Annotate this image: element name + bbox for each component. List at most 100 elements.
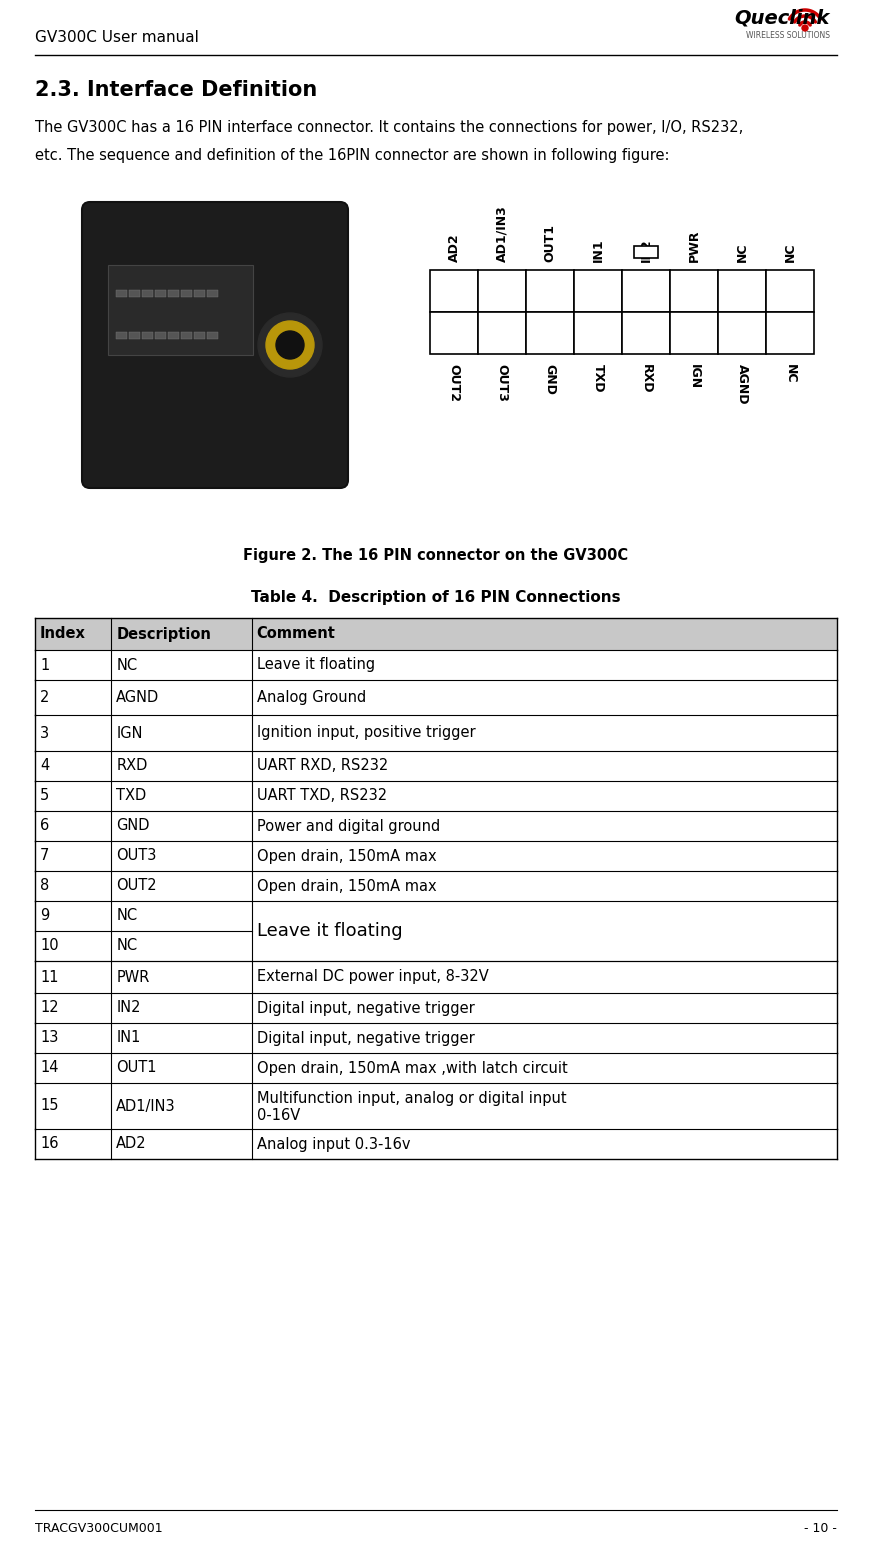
Text: Description: Description — [116, 627, 211, 641]
Text: 4: 4 — [641, 326, 651, 340]
Text: RXD: RXD — [639, 365, 652, 394]
Text: 11: 11 — [40, 970, 58, 984]
Text: Open drain, 150mA max ,with latch circuit: Open drain, 150mA max ,with latch circui… — [256, 1060, 568, 1076]
Text: OUT3: OUT3 — [495, 365, 508, 402]
Bar — [35, 1023, 837, 1052]
Text: 9: 9 — [40, 908, 49, 923]
Bar — [35, 781, 837, 812]
Text: OUT1: OUT1 — [543, 223, 556, 262]
Text: AGND: AGND — [735, 365, 748, 405]
Text: 12: 12 — [40, 1001, 58, 1015]
Bar — [35, 650, 837, 680]
Text: 2: 2 — [737, 326, 746, 340]
Text: 2: 2 — [40, 691, 50, 705]
Bar — [35, 1083, 837, 1128]
Text: AGND: AGND — [116, 691, 160, 705]
Bar — [116, 290, 127, 296]
Text: Ignition input, positive trigger: Ignition input, positive trigger — [256, 725, 475, 740]
Bar — [142, 332, 153, 338]
Text: 5: 5 — [593, 326, 603, 340]
Text: Queclink: Queclink — [734, 8, 830, 28]
Bar — [155, 290, 166, 296]
Bar — [766, 270, 814, 312]
Text: NC: NC — [784, 242, 796, 262]
Text: 3: 3 — [689, 326, 698, 340]
Text: Open drain, 150mA max: Open drain, 150mA max — [256, 849, 436, 863]
Text: NC: NC — [116, 939, 137, 953]
Bar — [478, 270, 526, 312]
Bar — [35, 812, 837, 841]
Text: Leave it floating: Leave it floating — [256, 922, 402, 941]
Text: 4: 4 — [40, 759, 49, 773]
Bar — [478, 312, 526, 354]
Circle shape — [258, 314, 322, 377]
Text: 8: 8 — [40, 878, 49, 894]
Bar — [108, 265, 253, 355]
Text: Open drain, 150mA max: Open drain, 150mA max — [256, 878, 436, 894]
Text: OUT3: OUT3 — [116, 849, 157, 863]
Text: TXD: TXD — [116, 788, 146, 804]
Bar — [35, 1052, 837, 1083]
Circle shape — [266, 321, 314, 369]
Text: IGN: IGN — [116, 725, 143, 740]
Bar — [430, 270, 478, 312]
Text: Comment: Comment — [256, 627, 336, 641]
Text: AD1/IN3: AD1/IN3 — [495, 205, 508, 262]
Text: 2.3. Interface Definition: 2.3. Interface Definition — [35, 81, 317, 99]
Bar — [526, 312, 574, 354]
Text: 10: 10 — [732, 284, 752, 298]
Text: 10: 10 — [40, 939, 58, 953]
Bar — [168, 290, 179, 296]
Text: Analog input 0.3-16v: Analog input 0.3-16v — [256, 1136, 410, 1152]
Text: 1: 1 — [785, 326, 794, 340]
Bar — [430, 312, 478, 354]
Text: NC: NC — [116, 908, 137, 923]
Bar — [194, 290, 205, 296]
Text: TRACGV300CUM001: TRACGV300CUM001 — [35, 1521, 162, 1535]
Text: AD2: AD2 — [116, 1136, 146, 1152]
Bar — [622, 312, 670, 354]
Bar — [718, 312, 766, 354]
Text: IN2: IN2 — [639, 239, 652, 262]
Text: 15: 15 — [40, 1099, 58, 1113]
Bar — [35, 902, 837, 961]
Bar — [168, 332, 179, 338]
Bar — [574, 312, 622, 354]
Bar — [670, 312, 718, 354]
Bar — [35, 841, 837, 871]
Text: 7: 7 — [497, 326, 507, 340]
Text: NC: NC — [116, 658, 137, 672]
Text: 13: 13 — [589, 284, 608, 298]
Text: 3: 3 — [40, 725, 49, 740]
Text: GND: GND — [116, 818, 150, 833]
Bar — [181, 332, 192, 338]
Text: Power and digital ground: Power and digital ground — [256, 818, 439, 833]
Text: 11: 11 — [685, 284, 704, 298]
Text: PWR: PWR — [687, 230, 700, 262]
Bar — [207, 290, 218, 296]
Text: 0-16V: 0-16V — [256, 1108, 300, 1124]
Text: 15: 15 — [493, 284, 512, 298]
Bar — [129, 290, 140, 296]
Bar — [718, 270, 766, 312]
Bar — [35, 751, 837, 781]
Bar — [194, 332, 205, 338]
Text: AD1/IN3: AD1/IN3 — [116, 1099, 176, 1113]
Text: IN1: IN1 — [116, 1031, 140, 1046]
Text: Leave it floating: Leave it floating — [256, 658, 375, 672]
Text: OUT1: OUT1 — [116, 1060, 157, 1076]
Bar — [142, 290, 153, 296]
Bar — [35, 993, 837, 1023]
Circle shape — [802, 25, 808, 31]
Bar — [622, 270, 670, 312]
Text: OUT2: OUT2 — [447, 365, 460, 402]
Text: AD2: AD2 — [447, 233, 460, 262]
Text: IGN: IGN — [687, 365, 700, 390]
Text: UART TXD, RS232: UART TXD, RS232 — [256, 788, 386, 804]
Bar — [634, 247, 658, 258]
Bar — [181, 290, 192, 296]
Bar — [35, 715, 837, 751]
Text: PWR: PWR — [116, 970, 150, 984]
Text: Multifunction input, analog or digital input: Multifunction input, analog or digital i… — [256, 1091, 566, 1105]
Text: Digital input, negative trigger: Digital input, negative trigger — [256, 1031, 474, 1046]
